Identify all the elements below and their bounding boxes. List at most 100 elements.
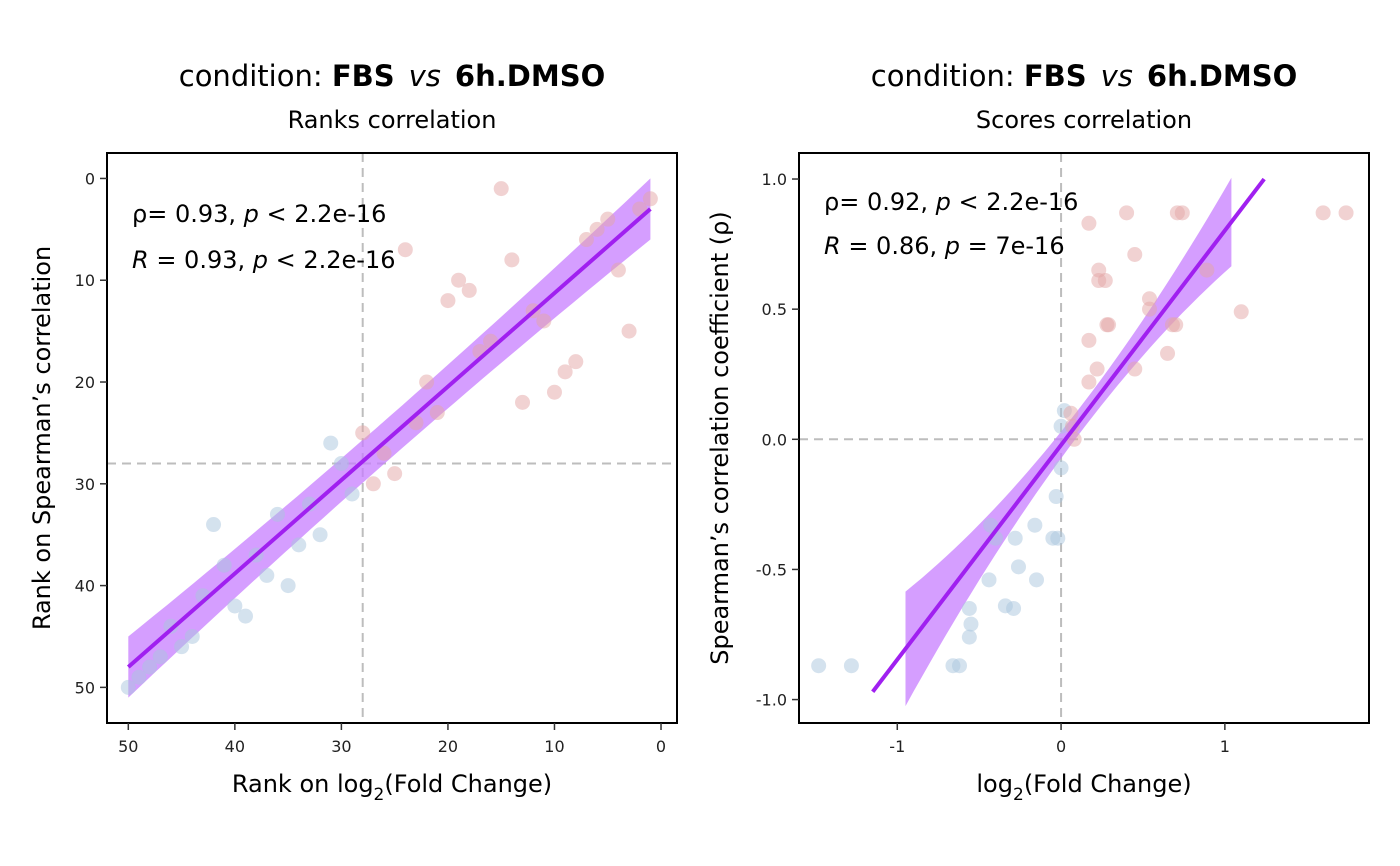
plot-area-scores <box>799 153 1369 723</box>
data-point <box>152 649 168 665</box>
data-point <box>504 252 520 268</box>
title-group-1: FBS <box>1024 59 1087 93</box>
data-point <box>1127 361 1143 377</box>
y-axis-label-ranks: Rank on Spearman’s correlation <box>28 246 56 630</box>
data-point <box>344 486 360 502</box>
panel-2-subtitle: Scores correlation <box>976 106 1192 134</box>
x-tick-label: 30 <box>331 737 351 756</box>
data-point <box>811 658 827 674</box>
data-point <box>301 496 317 512</box>
data-point <box>461 282 477 298</box>
data-point <box>238 608 254 624</box>
x-axis-label-scores: log2(Fold Change) <box>976 770 1191 805</box>
stat-rest: < 2.2e-16 <box>259 200 387 228</box>
stat-eq: = 0.93, <box>149 246 253 274</box>
stat-p: p <box>935 188 951 216</box>
data-point <box>174 639 190 655</box>
data-point <box>142 659 158 675</box>
x-axis-label-ranks: Rank on log2(Fold Change) <box>232 770 552 805</box>
data-point <box>963 616 979 632</box>
stat-spearman-scores: ρ= 0.92, p < 2.2e-16 <box>824 188 1078 216</box>
data-point <box>365 476 381 492</box>
data-point <box>1097 273 1113 289</box>
ticks-ranks: 50 40 30 20 10 0 0 10 20 30 40 50 <box>75 169 666 756</box>
y-axis-label-scores: Spearman’s correlation coefficient (ρ) <box>706 211 734 665</box>
stat-rest: < 2.2e-16 <box>268 246 396 274</box>
y-tick-label: 0 <box>85 169 95 188</box>
data-point <box>1089 361 1105 377</box>
stat-pearson-ranks: R = 0.93, p < 2.2e-16 <box>132 246 395 274</box>
data-point <box>843 658 859 674</box>
y-tick-label: 20 <box>75 373 95 392</box>
data-point <box>568 354 584 370</box>
y-tick-label: -0.5 <box>756 560 787 579</box>
data-point <box>1101 317 1117 333</box>
data-point <box>397 242 413 258</box>
data-point <box>1027 517 1043 533</box>
panel-1-title: condition: FBS vs 6h.DMSO <box>179 59 605 93</box>
data-point <box>312 527 328 543</box>
x-tick-label: 40 <box>225 737 245 756</box>
panel-2-title: condition: FBS vs 6h.DMSO <box>871 59 1297 93</box>
data-point <box>269 506 285 522</box>
data-point <box>1010 559 1026 575</box>
data-point <box>1127 247 1143 263</box>
data-point <box>1169 205 1185 221</box>
y-tick-label: 50 <box>75 678 95 697</box>
data-point <box>961 629 977 645</box>
data-point <box>610 262 626 278</box>
data-point <box>1081 332 1097 348</box>
data-point <box>1050 530 1066 546</box>
data-point <box>184 628 200 644</box>
panel-1-subtitle: Ranks correlation <box>288 106 497 134</box>
x-label-post: (Fold Change) <box>1024 770 1192 798</box>
data-point <box>259 567 275 583</box>
data-point <box>387 466 403 482</box>
title-prefix: condition: <box>871 59 1024 93</box>
plot-frame-ranks <box>106 152 678 724</box>
data-point <box>206 517 222 533</box>
data-point <box>546 384 562 400</box>
y-tick-label: 40 <box>75 577 95 596</box>
data-point <box>952 658 968 674</box>
stat-p: p <box>252 246 268 274</box>
title-prefix: condition: <box>179 59 332 93</box>
data-point <box>323 435 339 451</box>
data-point <box>557 364 573 380</box>
x-tick-label: 0 <box>1056 737 1066 756</box>
data-point <box>1160 345 1176 361</box>
data-point <box>216 557 232 573</box>
x-tick-label: 50 <box>118 737 138 756</box>
data-point <box>1233 304 1249 320</box>
stat-eq: = 0.92, <box>839 188 935 216</box>
data-point <box>1081 374 1097 390</box>
stat-p: p <box>944 232 960 260</box>
stat-p: p <box>243 200 259 228</box>
data-point <box>1168 317 1184 333</box>
data-point <box>120 679 136 695</box>
x-label-sub: 2 <box>374 785 385 805</box>
data-point <box>621 323 637 339</box>
title-group-1: FBS <box>332 59 395 93</box>
plot-frame-scores <box>798 152 1370 724</box>
data-point <box>333 455 349 471</box>
x-label-pre: log <box>976 770 1013 798</box>
stat-spearman-ranks: ρ= 0.93, p < 2.2e-16 <box>132 200 386 228</box>
data-point <box>1053 418 1069 434</box>
x-label-post: (Fold Change) <box>384 770 552 798</box>
y-tick-label: 0.5 <box>762 300 787 319</box>
x-tick-label: 10 <box>544 737 564 756</box>
title-vs: vs <box>1101 59 1133 93</box>
stat-label: ρ <box>824 188 839 216</box>
stat-label: ρ <box>132 200 147 228</box>
title-vs: vs <box>409 59 441 93</box>
stat-label: R <box>132 246 149 274</box>
data-point <box>1048 489 1064 505</box>
data-point <box>983 517 999 533</box>
y-tick-label: 1.0 <box>762 170 787 189</box>
x-tick-label: 1 <box>1220 737 1230 756</box>
data-point <box>376 445 392 461</box>
regression-line <box>126 207 652 669</box>
stat-rest: < 2.2e-16 <box>951 188 1079 216</box>
